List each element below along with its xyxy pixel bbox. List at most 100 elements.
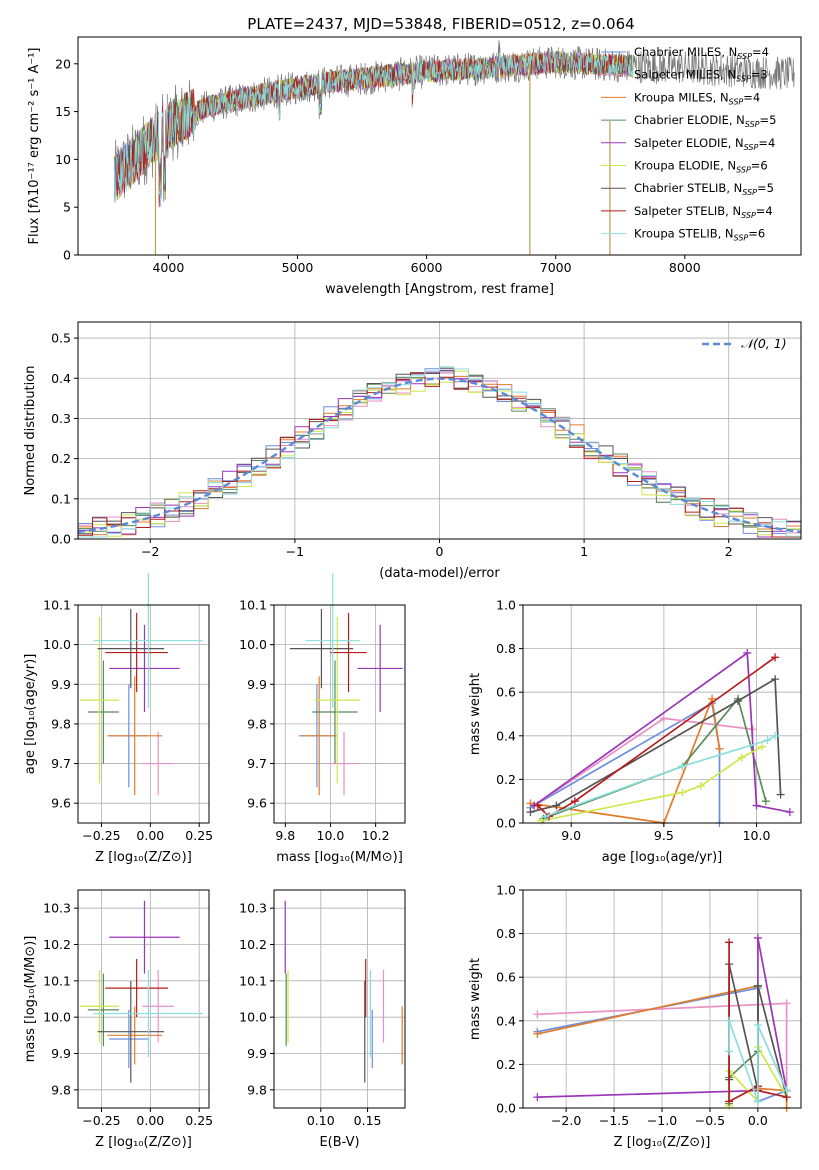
legend-label-sub: SSP (742, 188, 757, 197)
x-tick-label: 0 (436, 544, 444, 559)
x-tick-label: 6000 (411, 260, 443, 275)
y-tick-label: 9.9 (247, 1046, 267, 1061)
legend-label-count: =6 (751, 159, 768, 173)
weight-point-marker (696, 781, 705, 790)
y-tick-label: 10.2 (239, 937, 267, 952)
legend-label-count: =5 (757, 181, 774, 195)
y-tick-label: 10.0 (43, 1010, 71, 1025)
x-tick-label: 10.2 (362, 828, 390, 843)
axes-frame (77, 604, 210, 824)
y-tick-label: 0.8 (496, 926, 516, 941)
y-tick-label: 0.5 (51, 331, 71, 346)
y-tick-label: 0.2 (496, 772, 516, 787)
legend-label-sub: SSP (736, 166, 751, 175)
y-tick-label: 9.9 (51, 677, 71, 692)
x-tick-label: −1 (286, 544, 304, 559)
weight-point-marker (753, 933, 762, 942)
weight-vs-age-plot: 9.0 9.5 10.0 0.0 0.2 0.4 0.6 0.8 1.0 age [log₁₀(a… (468, 598, 802, 865)
x-tick-label: 0.10 (307, 1113, 335, 1128)
y-tick-label: 5 (63, 200, 71, 215)
y-tick-label: 9.6 (51, 796, 71, 811)
legend-label-sub: SSP (734, 234, 749, 243)
y-tick-label: 0.6 (496, 970, 516, 985)
x-axis-label: wavelength [Angstrom, rest frame] (325, 282, 554, 297)
x-tick-label: −2 (141, 544, 159, 559)
axes-frame (77, 889, 210, 1109)
x-axis-label: mass [log₁₀(M/M⊙)] (276, 850, 403, 865)
y-tick-label: 0.4 (51, 371, 71, 386)
x-axis-label: Z [log₁₀(Z/Z⊙)] (95, 1135, 192, 1150)
weight-point-marker (526, 808, 535, 817)
y-axis-label: age [log₁₀(age/yr)] (23, 654, 38, 775)
legend-label-text: Kroupa STELIB, N (634, 227, 734, 241)
y-tick-label: 0.3 (51, 411, 71, 426)
y-tick-label: 9.9 (247, 677, 267, 692)
weight-point-marker (733, 696, 742, 705)
y-tick-label: 0.0 (496, 1101, 516, 1116)
y-tick-label: 1.0 (496, 883, 516, 898)
x-tick-label: 10.0 (317, 828, 345, 843)
y-axis-label: mass weight (468, 958, 483, 1040)
y-axis-label: Flux [fλ10⁻¹⁷ erg cm⁻² s⁻¹ A⁻¹] (27, 48, 42, 245)
legend-label-sub: SSP (745, 120, 760, 129)
weight-point-marker (533, 801, 542, 810)
weight-point-marker (753, 981, 762, 990)
weight-point-marker (725, 1047, 734, 1056)
x-tick-label: 1 (580, 544, 588, 559)
weight-point-marker (725, 1016, 734, 1025)
legend-label: Chabrier ELODIE, NSSP=5 (634, 113, 776, 129)
axes-frame (77, 36, 802, 256)
y-tick-label: 9.8 (247, 716, 267, 731)
weight-series-line (533, 651, 791, 813)
legend-label-text: Chabrier MILES, N (634, 45, 737, 59)
y-tick-label: 9.8 (51, 1082, 71, 1097)
x-tick-label: 0.25 (185, 828, 213, 843)
legend-label-text: Chabrier ELODIE, N (634, 113, 745, 127)
y-tick-label: 9.9 (51, 1046, 71, 1061)
y-tick-label: 10.0 (239, 1010, 267, 1025)
y-axis-label: mass [log₁₀(M/M⊙)] (23, 936, 38, 1063)
y-tick-label: 10.1 (239, 973, 267, 988)
weight-point-marker (771, 731, 780, 740)
weight-point-marker (758, 742, 767, 751)
x-axis-label: Z [log₁₀(Z/Z⊙)] (95, 850, 192, 865)
y-tick-label: 10.2 (43, 937, 71, 952)
y-tick-label: 9.7 (51, 756, 71, 771)
x-tick-label: 5000 (282, 260, 314, 275)
spectrum-plot: 4000 5000 6000 7000 8000 0 5 10 15 20 wavelength [… (27, 36, 802, 297)
weight-point-marker (785, 808, 794, 817)
legend-label: Kroupa STELIB, NSSP=6 (634, 227, 765, 243)
y-tick-label: 9.6 (247, 796, 267, 811)
y-axis-label: Normed distribution (23, 366, 38, 496)
legend-label-sub: SSP (729, 97, 744, 106)
y-tick-label: 10 (55, 152, 71, 167)
weight-point-marker (761, 797, 770, 806)
weight-series-line (544, 735, 776, 818)
axes-frame (273, 604, 406, 824)
weight-point-marker (753, 1097, 762, 1106)
y-tick-label: 0.8 (496, 641, 516, 656)
y-tick-label: 9.8 (247, 1082, 267, 1097)
x-tick-label: 0.00 (136, 1113, 164, 1128)
x-tick-label: −0.5 (695, 1113, 725, 1128)
y-axis-label: mass weight (468, 673, 483, 755)
weight-point-marker (725, 1097, 734, 1106)
y-tick-label: 0.2 (51, 451, 71, 466)
legend-label-count: =5 (760, 113, 777, 127)
legend-label-count: =4 (743, 90, 760, 104)
age-vs-z-plot: −0.25 0.00 0.25 9.6 9.7 9.8 9.9 10.0 10.1 Z [log₁… (23, 573, 213, 865)
x-tick-label: −0.25 (82, 828, 120, 843)
legend-label-text: Salpeter STELIB, N (634, 204, 741, 218)
y-tick-label: 15 (55, 104, 71, 119)
y-tick-label: 0 (63, 248, 71, 263)
x-tick-label: 0.00 (136, 828, 164, 843)
weight-point-marker (533, 1029, 542, 1038)
x-axis-label: Z [log₁₀(Z/Z⊙)] (614, 1135, 711, 1150)
weight-point-marker (782, 999, 791, 1008)
y-tick-label: 10.1 (43, 598, 71, 613)
x-tick-label: 8000 (669, 260, 701, 275)
y-tick-label: 10.1 (43, 973, 71, 988)
x-axis-label: (data-model)/error (379, 566, 500, 581)
weight-series-line (537, 656, 776, 818)
